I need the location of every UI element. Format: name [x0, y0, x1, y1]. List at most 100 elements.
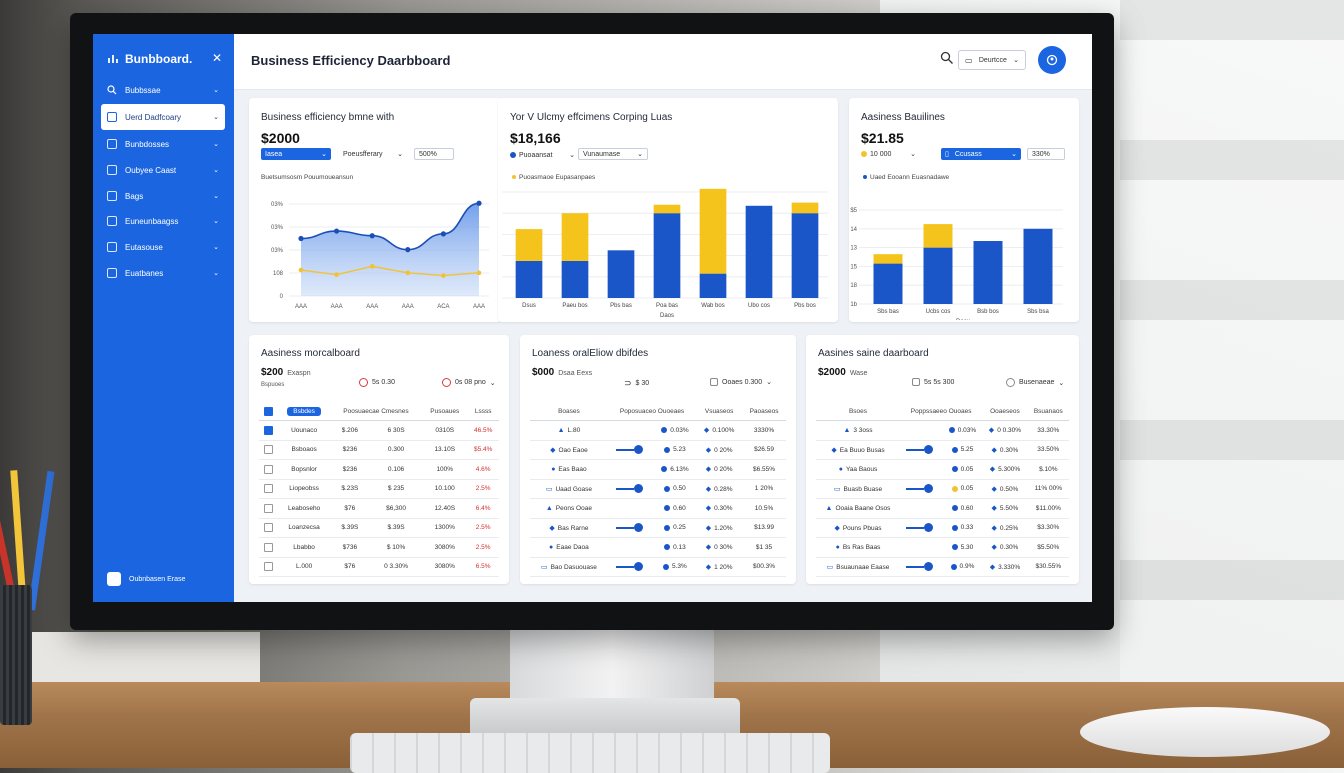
- bar-yellow[interactable]: [515, 229, 543, 261]
- series-point[interactable]: [405, 247, 411, 253]
- table-row[interactable]: ◆ Bas Rarne 0.25 ◆ 1.20% $13.99: [530, 518, 786, 538]
- series-point[interactable]: [334, 228, 340, 234]
- table-row[interactable]: Leaboseho $76 $6,300 12.40S 6.4%: [259, 498, 499, 519]
- card-filter-dropdown[interactable]: Iasea ⌄: [261, 148, 331, 160]
- card-period-dropdown[interactable]: Poeusfferary ⌄: [339, 148, 407, 160]
- table-filter-2[interactable]: 0s 08 pno ⌄: [442, 378, 496, 387]
- checkbox[interactable]: [264, 425, 274, 435]
- table-row[interactable]: ● Eas Baao 6.13% ◆ 0 20% $6.55%: [530, 459, 786, 480]
- table-filter-1[interactable]: 5s 5s 300: [912, 378, 954, 386]
- series-point[interactable]: [369, 264, 375, 269]
- sidebar-item-6[interactable]: Euneunbaagss ⌄: [101, 210, 225, 232]
- bar-blue[interactable]: [791, 213, 819, 298]
- sidebar-item-3[interactable]: Bunbdosses ⌄: [101, 133, 225, 155]
- bar-blue[interactable]: [873, 263, 903, 304]
- bar-blue[interactable]: [1023, 228, 1053, 304]
- checkbox[interactable]: [264, 562, 274, 572]
- row-checkbox-cell[interactable]: [259, 420, 279, 441]
- row-checkbox-cell[interactable]: [259, 498, 279, 519]
- series-point[interactable]: [298, 235, 304, 242]
- table-row[interactable]: Bopsnlor $236 0.106 100% 4.6%: [259, 459, 499, 480]
- table-row[interactable]: ▭ Bao Dasuouase 5.3% ◆ 1 20% $00.3%: [530, 557, 786, 577]
- bar-blue[interactable]: [561, 260, 589, 298]
- series-point[interactable]: [405, 270, 411, 276]
- bar-yellow[interactable]: [923, 224, 953, 248]
- bar-blue[interactable]: [699, 273, 727, 298]
- bar-blue[interactable]: [607, 250, 635, 298]
- checkbox[interactable]: [264, 542, 274, 552]
- table-row[interactable]: ◆ Pouns Pbuas 0.33 ◆ 0.25% $3.30%: [816, 518, 1069, 538]
- checkbox[interactable]: [264, 484, 274, 494]
- table-row[interactable]: ▭ Bsuaunaae Eaase 0.9% ◆ 3.330% $30.55%: [816, 557, 1069, 577]
- table-row[interactable]: ● Eaae Daoa 0.13 ◆ 0 30% $1 35: [530, 537, 786, 558]
- card-series-dropdown[interactable]: ▯ Ccusass ⌄: [941, 148, 1021, 160]
- sidebar-item-4[interactable]: Oubyee Caast ⌄: [101, 159, 225, 181]
- table-row[interactable]: ▭ Uaad Goase 0.50 ◆ 0.28% 1 20%: [530, 479, 786, 499]
- card-filter-dropdown[interactable]: Puoaansat ⌄: [510, 149, 575, 161]
- card-series-dropdown[interactable]: Vunaumase ⌄: [578, 148, 648, 160]
- sidebar-item-search[interactable]: Bubbssae ⌄: [101, 79, 225, 101]
- checkbox[interactable]: [264, 445, 274, 455]
- sidebar-close-icon[interactable]: ✕: [212, 51, 223, 65]
- table-row[interactable]: ▭ Buasb Buase 0.05 ◆ 0.50% 11% 00%: [816, 479, 1069, 499]
- bar-yellow[interactable]: [873, 254, 903, 264]
- checkbox[interactable]: [264, 523, 274, 533]
- card-filter-dropdown[interactable]: 10 000 ⌄: [861, 148, 916, 160]
- bar-blue[interactable]: [745, 205, 773, 298]
- bar-blue[interactable]: [653, 213, 681, 298]
- table-row[interactable]: ◆ Oao Eaoe 5.23 ◆ 0 20% $26.59: [530, 440, 786, 460]
- table-row[interactable]: L.000 $76 0 3.30% 3080% 6.5%: [259, 557, 499, 577]
- header-pill[interactable]: Bsbdes: [287, 407, 321, 416]
- table-row[interactable]: ◆ Ea Buuo Busas 5.25 ◆ 0.30% 33.50%: [816, 440, 1069, 460]
- table-filter-1[interactable]: ⊃ $ 30: [624, 378, 649, 389]
- row-checkbox-cell[interactable]: [259, 440, 279, 460]
- table-filter-2[interactable]: Busenaeae ⌄: [1006, 378, 1064, 387]
- header-dropdown[interactable]: ▭ Deurtcce ⌄: [958, 50, 1026, 70]
- table-row[interactable]: ● Bs Ras Baas 5.30 ◆ 0.30% $5.50%: [816, 537, 1069, 558]
- table-row[interactable]: ▲ L.80 0.03% ◆ 0.100% 3330%: [530, 420, 786, 441]
- row-checkbox-cell[interactable]: [259, 557, 279, 577]
- table-row[interactable]: ▲ Ooaia Baane Osos 0.60 ◆ 5.50% $11.00%: [816, 498, 1069, 519]
- sidebar-item-dashboard-active[interactable]: Uerd Dadfcoary ⌄: [101, 104, 225, 130]
- checkbox[interactable]: [264, 503, 274, 513]
- avatar-button[interactable]: [1038, 46, 1066, 74]
- row-checkbox-cell[interactable]: [259, 479, 279, 499]
- bar-yellow[interactable]: [653, 204, 681, 214]
- checkbox[interactable]: [264, 464, 274, 474]
- card-percent-field[interactable]: 500%: [414, 148, 454, 160]
- table-row[interactable]: Loanzecsa $.39S $.39S 1300% 2.5%: [259, 518, 499, 538]
- sidebar-item-7[interactable]: Eutasouse ⌄: [101, 236, 225, 258]
- series-point[interactable]: [298, 267, 304, 273]
- table-filter-1[interactable]: 5s 0.30: [359, 378, 395, 387]
- table-row[interactable]: ▲ Peons Ooae 0.60 ◆ 0.30% 10.5%: [530, 498, 786, 519]
- checkbox[interactable]: [264, 407, 274, 416]
- bar-blue[interactable]: [923, 247, 953, 304]
- table-row[interactable]: ● Yaa Baous 0.05 ◆ 5.300% $.10%: [816, 459, 1069, 480]
- sidebar-item-8[interactable]: Euatbanes ⌄: [101, 262, 225, 284]
- table-row[interactable]: Liopeobss $.23S $ 235 10.100 2.5%: [259, 479, 499, 499]
- row-checkbox-cell[interactable]: [259, 537, 279, 558]
- bar-yellow[interactable]: [561, 213, 589, 261]
- series-point[interactable]: [441, 273, 446, 278]
- sidebar-footer[interactable]: Oubnbasen Erase: [107, 572, 185, 586]
- bar-yellow[interactable]: [791, 202, 819, 214]
- row-checkbox-cell[interactable]: [259, 518, 279, 538]
- bar-blue[interactable]: [515, 260, 543, 298]
- table-filter-2[interactable]: Ooaes 0.300 ⌄: [710, 378, 772, 386]
- table-header-checkbox[interactable]: [259, 403, 279, 421]
- series-point[interactable]: [369, 233, 375, 239]
- series-point[interactable]: [440, 231, 446, 237]
- table-row[interactable]: Bsboaos $236 0.300 13.10S $5.4%: [259, 440, 499, 460]
- table-row[interactable]: Lbabbo $736 $ 10% 3080% 2.5%: [259, 537, 499, 558]
- bar-blue[interactable]: [973, 241, 1003, 304]
- series-point[interactable]: [476, 270, 482, 276]
- row-checkbox-cell[interactable]: [259, 459, 279, 480]
- sidebar-item-5[interactable]: Bags ⌄: [101, 185, 225, 207]
- bar-yellow[interactable]: [699, 188, 727, 274]
- table-row[interactable]: Uounaco $.206 6 30S 0310S 46.5%: [259, 420, 499, 441]
- search-icon[interactable]: [940, 51, 954, 65]
- series-point[interactable]: [334, 272, 339, 277]
- table-row[interactable]: ▲ 3 3oss 0.03% ◆ 0 0.30% 33.30%: [816, 420, 1069, 441]
- series-point[interactable]: [476, 200, 482, 206]
- card-percent-field[interactable]: 330%: [1027, 148, 1065, 160]
